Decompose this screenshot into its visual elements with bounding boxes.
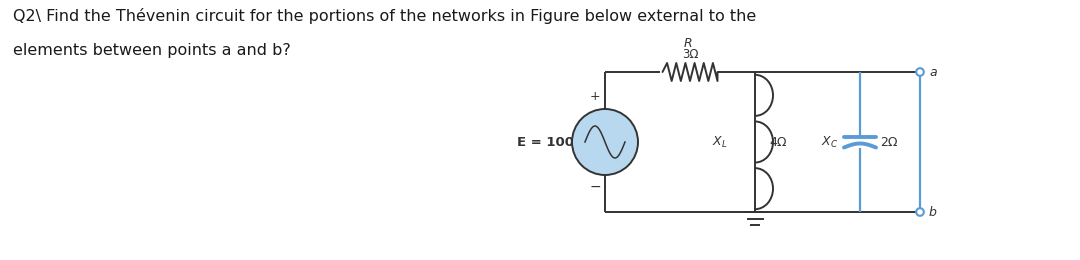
Text: a: a bbox=[929, 66, 936, 79]
Circle shape bbox=[916, 208, 923, 216]
Text: Q2\ Find the Thévenin circuit for the portions of the networks in Figure below e: Q2\ Find the Thévenin circuit for the po… bbox=[13, 8, 756, 24]
Circle shape bbox=[572, 109, 638, 175]
Text: elements between points a and b?: elements between points a and b? bbox=[13, 43, 291, 58]
Text: −: − bbox=[590, 180, 600, 194]
Text: $X_C$: $X_C$ bbox=[821, 134, 838, 150]
Text: +: + bbox=[590, 90, 600, 103]
Text: E = 100 V ∠0°: E = 100 V ∠0° bbox=[517, 135, 621, 148]
Text: b: b bbox=[929, 205, 936, 218]
Text: R: R bbox=[684, 37, 692, 50]
Text: 2Ω: 2Ω bbox=[880, 135, 897, 148]
Text: $X_L$: $X_L$ bbox=[712, 134, 727, 150]
Circle shape bbox=[916, 68, 923, 76]
Text: 3Ω: 3Ω bbox=[681, 48, 699, 61]
Text: 4Ω: 4Ω bbox=[769, 135, 786, 148]
